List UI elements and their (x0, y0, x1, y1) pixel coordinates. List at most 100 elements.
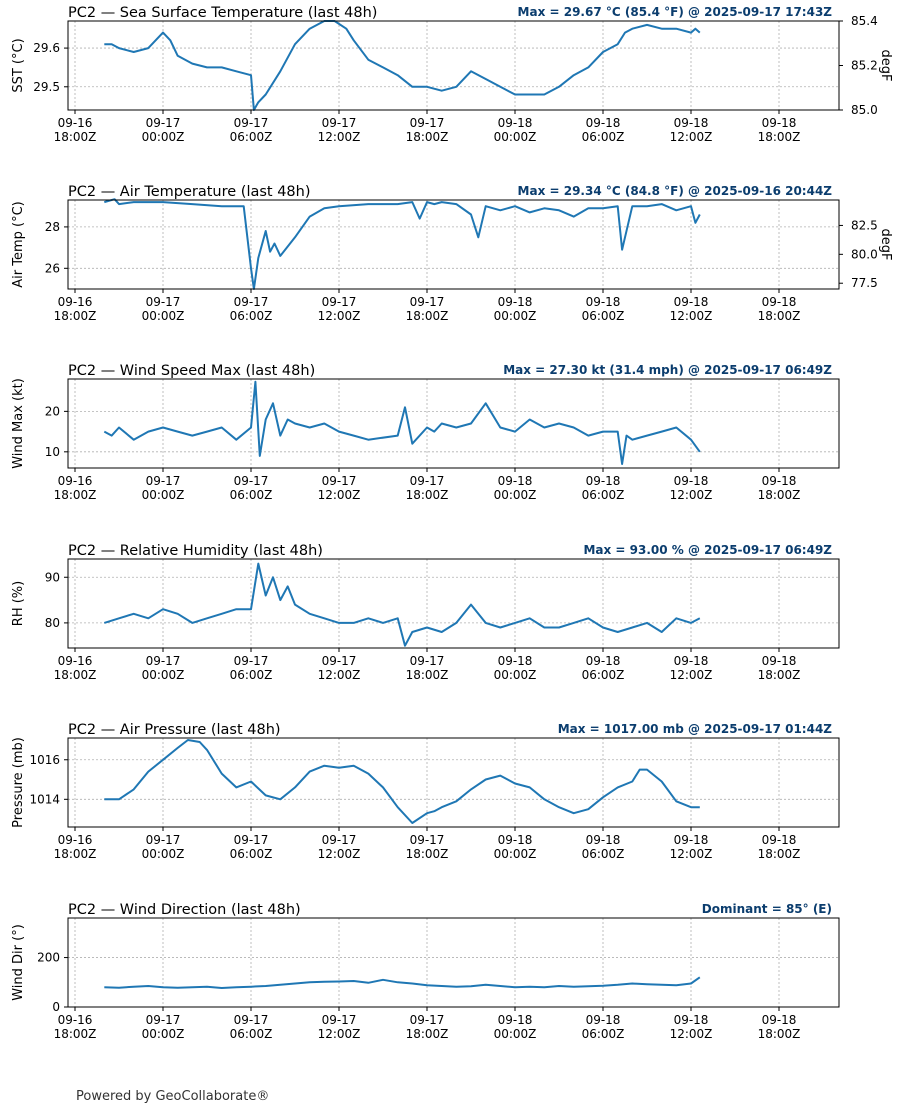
series-line (104, 739, 700, 824)
x-tick-label: 09-17 (322, 654, 357, 668)
x-tick-label: 09-17 (322, 116, 357, 130)
x-tick-label: 00:00Z (142, 847, 185, 861)
x-tick-label: 09-18 (498, 474, 533, 488)
x-tick-label: 00:00Z (494, 1027, 537, 1041)
x-tick-label: 12:00Z (670, 847, 713, 861)
x-tick-label: 09-18 (762, 295, 797, 309)
x-tick-label: 09-17 (410, 295, 445, 309)
y-tick-label: 200 (37, 951, 60, 965)
x-tick-label: 09-18 (498, 295, 533, 309)
x-tick-label: 09-17 (234, 1013, 269, 1027)
series-line (104, 198, 701, 290)
chart-title: PC2 — Air Temperature (last 48h) (68, 184, 311, 200)
chart-title: PC2 — Relative Humidity (last 48h) (68, 543, 323, 559)
x-tick-label: 18:00Z (54, 847, 97, 861)
x-tick-label: 00:00Z (142, 309, 185, 323)
y2-tick-label: 85.4 (851, 14, 878, 28)
y2-axis-label: degF (878, 50, 893, 82)
x-tick-label: 09-17 (410, 833, 445, 847)
x-tick-label: 06:00Z (230, 488, 273, 502)
y2-tick-label: 77.5 (851, 276, 878, 290)
chart-panel-6: PC2 — Wind Direction (last 48h) Dominant … (11, 902, 840, 1041)
x-tick-label: 09-18 (674, 833, 709, 847)
chart-annotation: Max = 1017.00 mb @ 2025-09-17 01:44Z (558, 722, 833, 736)
x-tick-label: 09-18 (674, 1013, 709, 1027)
chart-annotation: Max = 27.30 kt (31.4 mph) @ 2025-09-17 0… (503, 363, 832, 377)
y-tick-label: 26 (45, 261, 60, 275)
chart-annotation: Dominant = 85° (E) (702, 902, 832, 916)
x-tick-label: 00:00Z (142, 130, 185, 144)
y-tick-label: 20 (45, 404, 60, 418)
x-tick-label: 09-16 (58, 116, 93, 130)
x-tick-label: 09-17 (322, 474, 357, 488)
x-tick-label: 09-17 (410, 1013, 445, 1027)
x-tick-label: 18:00Z (758, 668, 801, 682)
x-tick-label: 09-16 (58, 295, 93, 309)
x-tick-label: 09-17 (322, 295, 357, 309)
x-tick-label: 18:00Z (758, 847, 801, 861)
x-tick-label: 09-16 (58, 833, 93, 847)
x-tick-label: 18:00Z (758, 130, 801, 144)
x-tick-label: 06:00Z (582, 668, 625, 682)
x-tick-label: 09-17 (410, 474, 445, 488)
y2-tick-label: 80.0 (851, 247, 878, 261)
chart-panel-2: PC2 — Air Temperature (last 48h) Max = 29… (11, 184, 893, 323)
y-axis-label: Air Temp (°C) (11, 201, 26, 287)
chart-title: PC2 — Wind Speed Max (last 48h) (68, 363, 315, 379)
charts-canvas: PC2 — Sea Surface Temperature (last 48h)… (11, 5, 893, 1041)
x-tick-label: 09-17 (146, 474, 181, 488)
y2-axis-label: degF (878, 229, 893, 261)
y-tick-label: 1016 (29, 753, 60, 767)
series-line (103, 380, 701, 465)
x-tick-label: 00:00Z (142, 1027, 185, 1041)
x-tick-label: 09-18 (762, 1013, 797, 1027)
x-tick-label: 18:00Z (406, 1027, 449, 1041)
x-tick-label: 09-18 (762, 833, 797, 847)
x-tick-label: 18:00Z (406, 130, 449, 144)
x-tick-label: 18:00Z (406, 668, 449, 682)
x-tick-label: 12:00Z (318, 488, 361, 502)
x-tick-label: 18:00Z (406, 488, 449, 502)
y-axis-label: Wind Max (kt) (11, 378, 26, 469)
x-tick-label: 06:00Z (582, 130, 625, 144)
x-tick-label: 09-18 (586, 295, 621, 309)
x-tick-label: 09-18 (762, 116, 797, 130)
x-tick-label: 09-18 (674, 474, 709, 488)
x-tick-label: 09-17 (234, 474, 269, 488)
x-tick-label: 00:00Z (494, 309, 537, 323)
y-axis-label: SST (°C) (11, 38, 26, 92)
x-tick-label: 09-18 (586, 1013, 621, 1027)
y-axis-label: RH (%) (11, 581, 26, 626)
chart-title: PC2 — Air Pressure (last 48h) (68, 722, 281, 738)
y-tick-label: 1014 (29, 792, 60, 806)
x-tick-label: 09-18 (674, 116, 709, 130)
x-tick-label: 06:00Z (582, 1027, 625, 1041)
x-tick-label: 18:00Z (758, 1027, 801, 1041)
y2-tick-label: 85.0 (851, 103, 878, 117)
y-tick-label: 29.5 (33, 80, 60, 94)
y-tick-label: 0 (52, 1000, 60, 1014)
x-tick-label: 06:00Z (582, 309, 625, 323)
x-tick-label: 06:00Z (230, 668, 273, 682)
x-tick-label: 09-18 (498, 116, 533, 130)
x-tick-label: 09-18 (498, 654, 533, 668)
x-tick-label: 00:00Z (494, 847, 537, 861)
x-tick-label: 18:00Z (758, 488, 801, 502)
x-tick-label: 09-17 (234, 833, 269, 847)
series-line (104, 976, 701, 989)
x-tick-label: 09-17 (234, 295, 269, 309)
x-tick-label: 09-17 (234, 116, 269, 130)
x-tick-label: 09-18 (586, 474, 621, 488)
x-tick-label: 09-18 (586, 116, 621, 130)
x-tick-label: 09-16 (58, 474, 93, 488)
x-tick-label: 12:00Z (670, 488, 713, 502)
x-tick-label: 09-17 (234, 654, 269, 668)
x-tick-label: 06:00Z (230, 309, 273, 323)
x-tick-label: 06:00Z (230, 847, 273, 861)
x-tick-label: 12:00Z (670, 309, 713, 323)
chart-panel-5: PC2 — Air Pressure (last 48h) Max = 1017.… (11, 722, 840, 861)
x-tick-label: 18:00Z (54, 488, 97, 502)
x-tick-label: 18:00Z (758, 309, 801, 323)
x-tick-label: 09-18 (498, 833, 533, 847)
plot-frame (67, 737, 840, 828)
